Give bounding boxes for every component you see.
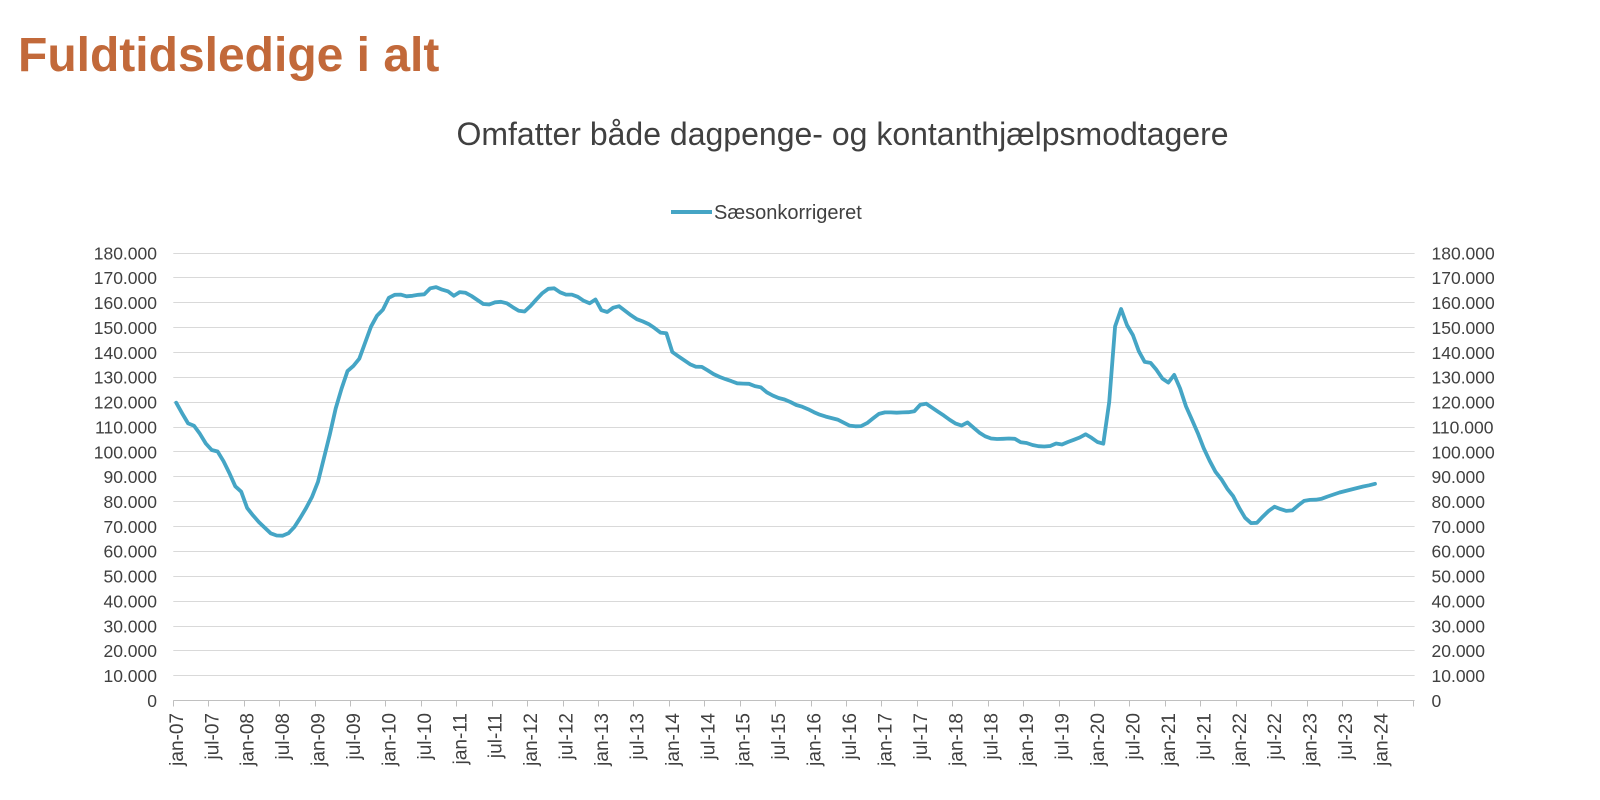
svg-text:jul-12: jul-12: [557, 713, 578, 760]
svg-text:jul-09: jul-09: [344, 713, 365, 760]
svg-text:jul-23: jul-23: [1336, 713, 1357, 760]
svg-text:60.000: 60.000: [103, 542, 157, 562]
svg-text:jan-17: jan-17: [876, 713, 897, 767]
svg-text:jul-15: jul-15: [769, 713, 790, 760]
svg-text:180.000: 180.000: [94, 243, 158, 263]
svg-text:80.000: 80.000: [103, 492, 157, 512]
svg-text:50.000: 50.000: [103, 567, 157, 587]
svg-text:jan-09: jan-09: [309, 713, 330, 767]
svg-text:10.000: 10.000: [103, 666, 157, 686]
svg-text:20.000: 20.000: [103, 641, 157, 661]
svg-text:130.000: 130.000: [94, 368, 158, 388]
svg-text:170.000: 170.000: [94, 268, 158, 288]
svg-text:10.000: 10.000: [1432, 666, 1486, 686]
svg-text:jul-14: jul-14: [698, 713, 719, 761]
svg-text:50.000: 50.000: [1432, 567, 1486, 587]
svg-text:40.000: 40.000: [103, 591, 157, 611]
svg-text:jan-13: jan-13: [592, 713, 613, 767]
svg-text:jan-20: jan-20: [1088, 713, 1109, 767]
svg-text:150.000: 150.000: [94, 318, 158, 338]
svg-text:60.000: 60.000: [1432, 542, 1486, 562]
svg-text:130.000: 130.000: [1432, 368, 1496, 388]
svg-text:120.000: 120.000: [94, 393, 158, 413]
svg-text:jul-07: jul-07: [202, 713, 223, 760]
svg-text:jan-15: jan-15: [734, 713, 755, 767]
svg-text:jan-11: jan-11: [450, 713, 471, 765]
svg-text:jan-16: jan-16: [805, 713, 826, 767]
svg-text:jul-16: jul-16: [840, 713, 861, 760]
svg-text:0: 0: [147, 691, 157, 711]
svg-text:jan-23: jan-23: [1301, 713, 1322, 767]
svg-text:160.000: 160.000: [1432, 293, 1496, 313]
svg-text:jan-22: jan-22: [1230, 713, 1251, 767]
svg-text:120.000: 120.000: [1432, 393, 1496, 413]
svg-text:jan-21: jan-21: [1159, 713, 1180, 767]
svg-text:jul-17: jul-17: [911, 713, 932, 760]
svg-text:jan-19: jan-19: [1017, 713, 1038, 767]
svg-text:40.000: 40.000: [1432, 591, 1486, 611]
svg-text:jul-10: jul-10: [415, 713, 436, 760]
svg-text:jul-08: jul-08: [273, 713, 294, 760]
svg-text:110.000: 110.000: [1432, 417, 1494, 437]
svg-text:jul-11: jul-11: [486, 713, 507, 759]
svg-text:jan-24: jan-24: [1372, 713, 1393, 767]
svg-text:jan-10: jan-10: [379, 713, 400, 767]
svg-text:0: 0: [1432, 691, 1442, 711]
svg-text:jul-18: jul-18: [982, 713, 1003, 760]
svg-text:180.000: 180.000: [1432, 243, 1496, 263]
svg-text:160.000: 160.000: [94, 293, 158, 313]
svg-text:jan-08: jan-08: [238, 713, 259, 767]
svg-text:100.000: 100.000: [94, 442, 158, 462]
svg-text:170.000: 170.000: [1432, 268, 1496, 288]
svg-text:jan-12: jan-12: [521, 713, 542, 767]
svg-text:70.000: 70.000: [103, 517, 157, 537]
svg-text:Sæsonkorrigeret: Sæsonkorrigeret: [714, 202, 862, 224]
svg-text:150.000: 150.000: [1432, 318, 1496, 338]
svg-text:30.000: 30.000: [1432, 616, 1486, 636]
svg-text:90.000: 90.000: [1432, 467, 1486, 487]
svg-text:110.000: 110.000: [95, 417, 157, 437]
svg-text:jul-20: jul-20: [1124, 713, 1145, 760]
svg-text:140.000: 140.000: [94, 343, 158, 363]
svg-text:70.000: 70.000: [1432, 517, 1486, 537]
svg-text:jul-19: jul-19: [1053, 713, 1074, 760]
svg-text:jan-14: jan-14: [663, 713, 684, 767]
svg-text:jul-13: jul-13: [627, 713, 648, 760]
svg-text:140.000: 140.000: [1432, 343, 1496, 363]
svg-text:jul-21: jul-21: [1194, 713, 1215, 760]
svg-text:20.000: 20.000: [1432, 641, 1486, 661]
svg-text:80.000: 80.000: [1432, 492, 1486, 512]
svg-text:90.000: 90.000: [103, 467, 157, 487]
svg-text:jan-07: jan-07: [167, 713, 188, 767]
svg-text:jan-18: jan-18: [946, 713, 967, 767]
svg-text:30.000: 30.000: [103, 616, 157, 636]
svg-text:jul-22: jul-22: [1265, 713, 1286, 760]
svg-text:100.000: 100.000: [1432, 442, 1496, 462]
